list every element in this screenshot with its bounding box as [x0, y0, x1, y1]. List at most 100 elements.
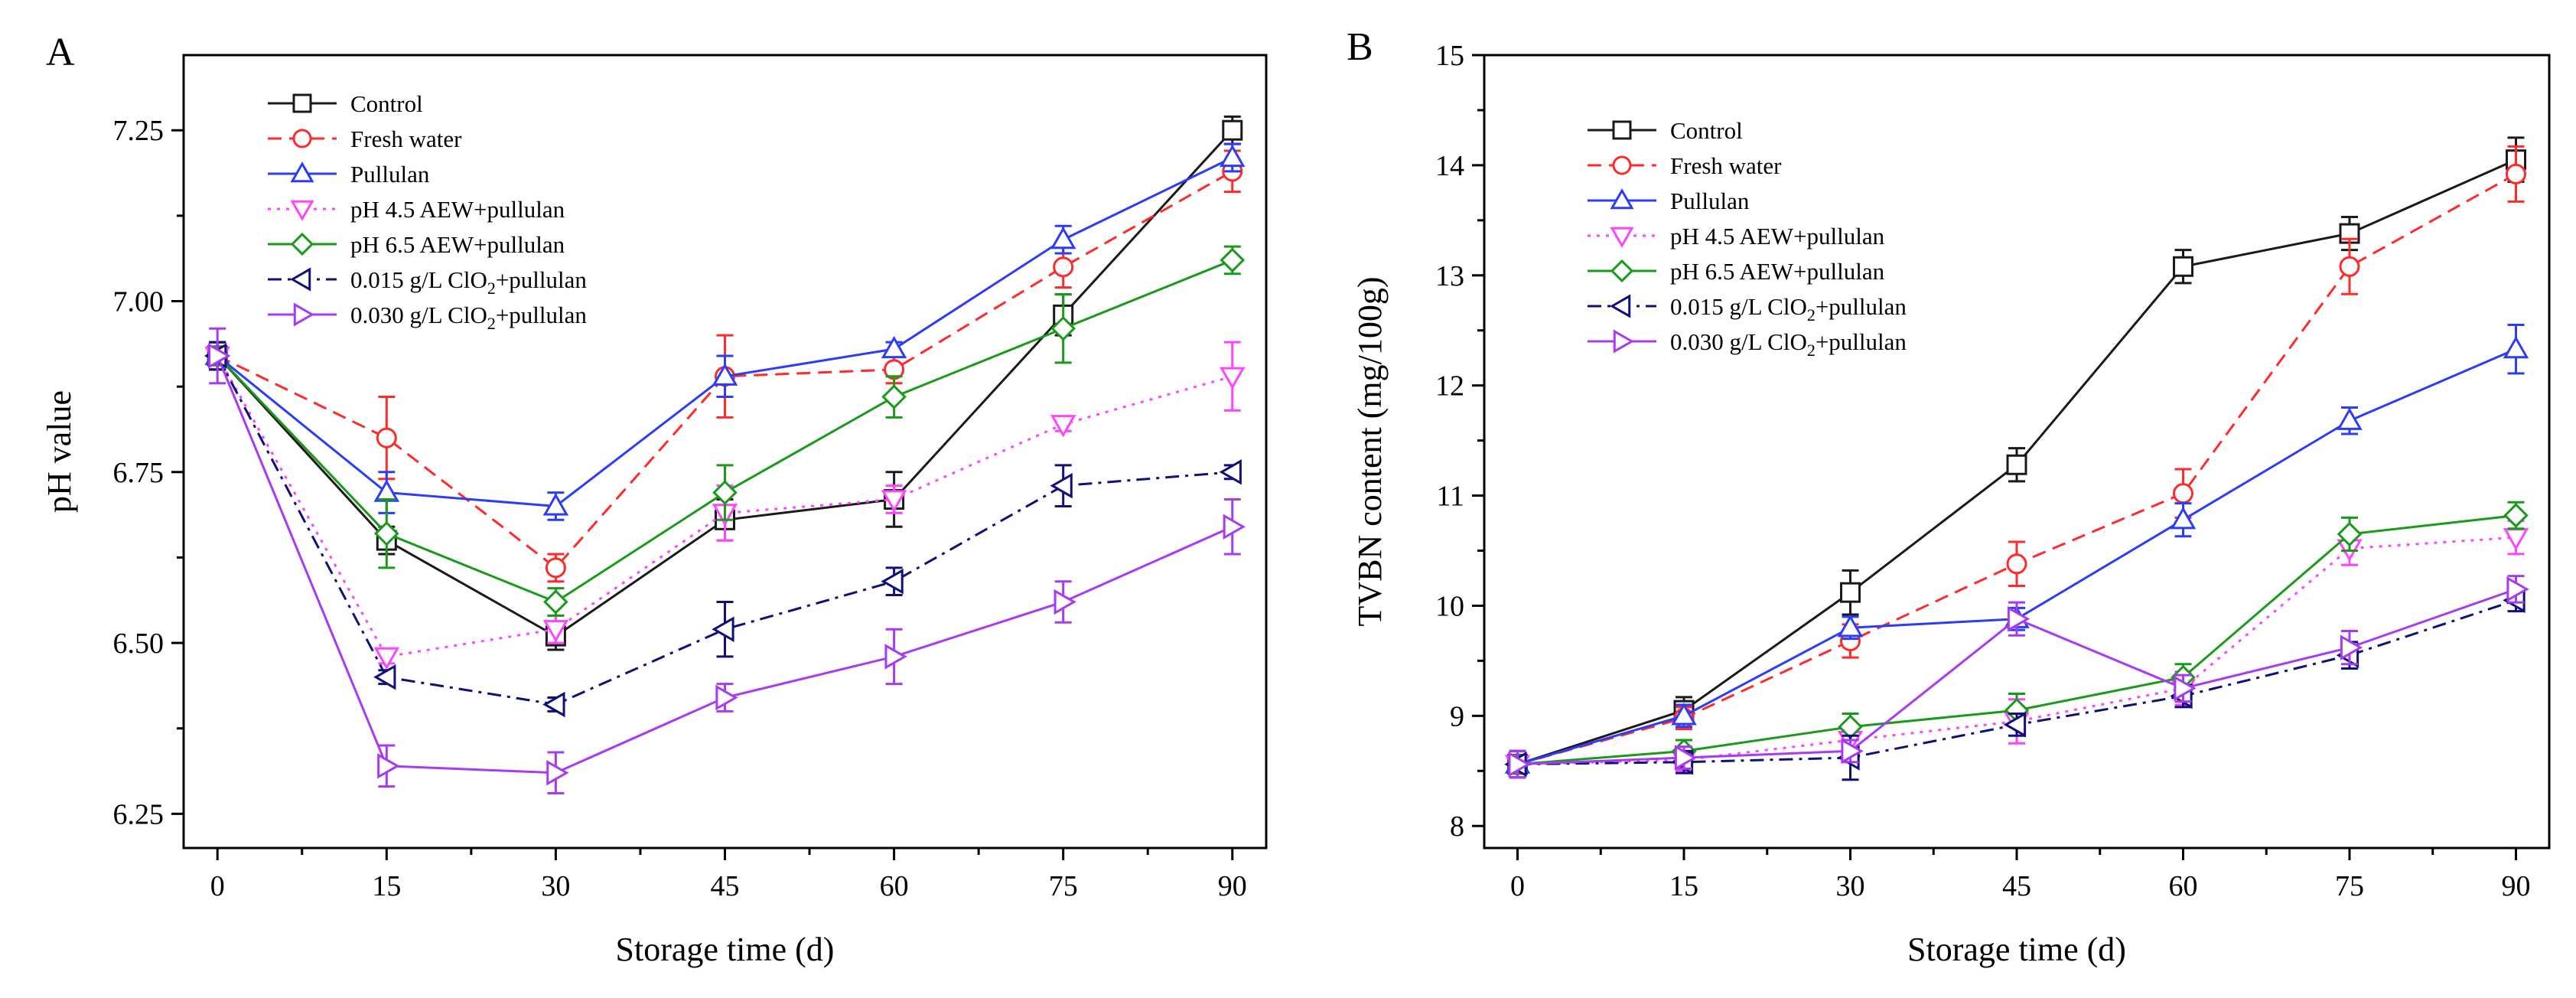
y-tick-label: 13 [1435, 260, 1464, 292]
data-point [712, 616, 734, 642]
legend-item: pH 6.5 AEW+pullulan [1588, 258, 1885, 285]
data-point [1674, 745, 1698, 771]
y-tick-label: 11 [1436, 481, 1464, 513]
legend-item: Control [268, 90, 423, 117]
y-tick-label: 6.75 [113, 457, 164, 489]
data-point [373, 664, 396, 690]
data-point [2506, 163, 2526, 184]
legend-label: 0.015 g/L ClO2+pullulan [1670, 293, 1907, 325]
data-point [712, 363, 738, 386]
legend-marker [290, 232, 314, 256]
legend-marker [293, 302, 315, 327]
data-point [1223, 514, 1246, 540]
data-point [374, 520, 399, 546]
legend: Control Fresh water Pullulan pH 4.5 AEW+pul… [268, 90, 587, 333]
legend-label: pH 6.5 AEW+pullulan [1670, 258, 1885, 285]
y-tick-label: 8 [1450, 810, 1464, 843]
data-point [208, 343, 231, 369]
data-point [1222, 119, 1243, 141]
data-point [2506, 576, 2529, 602]
legend-item: 0.030 g/L ClO2+pullulan [268, 302, 587, 333]
data-point [2006, 454, 2027, 475]
data-point [373, 647, 400, 670]
x-tick-label: 45 [2002, 870, 2031, 902]
legend-item: pH 4.5 AEW+pullulan [1588, 223, 1885, 250]
legend-label: Pullulan [350, 161, 430, 188]
panel-label: B [1347, 25, 1373, 69]
data-point [2339, 256, 2360, 277]
legend-item: 0.015 g/L ClO2+pullulan [1588, 293, 1907, 325]
y-tick-label: 6.25 [113, 798, 164, 830]
series-1 [1507, 136, 2526, 779]
y-tick-label: 7.00 [113, 286, 164, 318]
data-point [542, 691, 565, 718]
legend-label: pH 4.5 AEW+pullulan [350, 196, 565, 223]
y-tick-label: 14 [1435, 150, 1464, 182]
data-point [2173, 256, 2193, 277]
data-point [2337, 521, 2363, 547]
x-tick-label: 0 [210, 870, 225, 902]
legend-item: Fresh water [268, 126, 462, 152]
x-tick-label: 75 [2335, 870, 2364, 902]
series-7 [1508, 575, 2529, 779]
y-tick-label: 15 [1435, 40, 1464, 72]
data-point [2174, 675, 2197, 702]
legend-marker [292, 129, 312, 148]
x-axis-title: Storage time (d) [1907, 931, 2126, 968]
y-tick-label: 6.50 [113, 628, 164, 660]
legend-label: pH 6.5 AEW+pullulan [350, 231, 565, 258]
legend-marker [289, 267, 311, 292]
legend-item: Pullulan [1588, 188, 1750, 214]
data-point [1053, 256, 1074, 278]
y-axis-title: TVBN content (mg/100g) [1351, 276, 1389, 626]
legend-marker [1609, 294, 1631, 318]
data-point [1050, 415, 1076, 438]
data-point [2170, 507, 2197, 530]
legend-label: pH 4.5 AEW+pullulan [1670, 223, 1885, 250]
series-5 [204, 245, 1246, 617]
data-point [1837, 615, 1864, 638]
data-point [1220, 367, 1246, 390]
data-point [1054, 589, 1076, 615]
data-point [1220, 247, 1246, 273]
legend-label: Pullulan [1670, 188, 1750, 214]
data-point [1841, 738, 1864, 765]
data-point [373, 479, 400, 502]
series-7 [208, 327, 1246, 795]
data-point [881, 384, 907, 409]
x-tick-label: 15 [372, 870, 401, 902]
panel-a: A 0 15 30 45 60 75 90 6.25 6.50 6.75 7.00 7.25 Storag… [41, 31, 1268, 968]
data-point [377, 753, 400, 779]
data-point [1508, 751, 1531, 778]
legend-item: Control [1588, 117, 1743, 144]
legend-item: Pullulan [268, 161, 430, 188]
data-point [2173, 483, 2193, 504]
data-point [2007, 605, 2031, 632]
legend-label: Fresh water [350, 126, 462, 152]
data-point [712, 480, 738, 505]
legend-item: pH 4.5 AEW+pullulan [268, 196, 565, 223]
legend-marker [290, 161, 314, 183]
x-tick-label: 90 [1218, 870, 1247, 902]
data-point [2503, 335, 2529, 359]
y-axis-title: pH value [41, 390, 78, 513]
legend-marker [1613, 329, 1635, 354]
data-point [1840, 582, 1861, 603]
data-point [545, 557, 566, 579]
data-point [543, 589, 568, 615]
data-point [884, 644, 907, 670]
legend-item: Fresh water [1588, 152, 1782, 179]
x-axis-title: Storage time (d) [616, 931, 835, 968]
plot-frame [182, 54, 1268, 850]
panel-b: B 0 15 30 45 60 75 90 8 9 10 11 12 13 14 15 Storage time… [1347, 25, 2551, 968]
x-tick-label: 60 [880, 870, 909, 902]
data-point [1671, 703, 1697, 726]
x-tick-label: 90 [2502, 870, 2531, 902]
data-point [2503, 503, 2529, 528]
legend-item: 0.015 g/L ClO2+pullulan [268, 266, 587, 298]
legend: Control Fresh water Pullulan pH 4.5 AEW+pul… [1588, 117, 1907, 360]
legend-marker [1610, 259, 1634, 283]
x-tick-label: 30 [1836, 870, 1865, 902]
data-point [2337, 407, 2363, 430]
